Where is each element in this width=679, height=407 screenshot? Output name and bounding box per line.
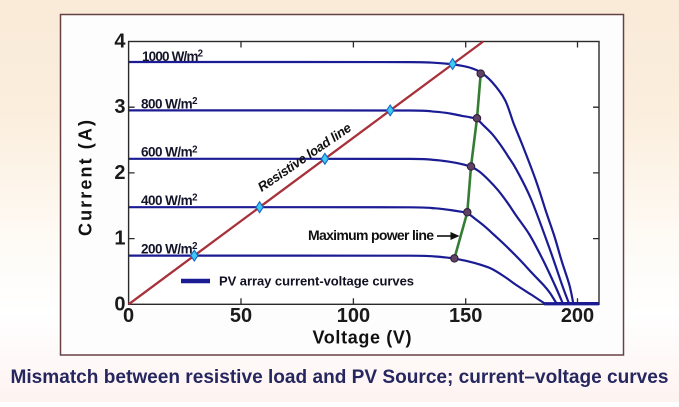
svg-text:200: 200 — [561, 305, 594, 327]
svg-text:PV array current-voltage curve: PV array current-voltage curves — [219, 274, 414, 289]
svg-text:200 W/m2: 200 W/m2 — [141, 241, 198, 256]
svg-text:0: 0 — [123, 305, 134, 327]
svg-text:150: 150 — [449, 305, 482, 327]
svg-text:600 W/m2: 600 W/m2 — [141, 144, 198, 159]
svg-text:Mismatch between resistive loa: Mismatch between resistive load and PV S… — [11, 366, 669, 388]
svg-text:100: 100 — [337, 305, 370, 327]
svg-text:0: 0 — [114, 293, 125, 315]
svg-text:Maximum power line: Maximum power line — [308, 227, 434, 243]
svg-text:4: 4 — [114, 31, 126, 53]
svg-text:3: 3 — [114, 96, 125, 118]
svg-text:Voltage (V): Voltage (V) — [313, 328, 412, 348]
svg-text:1: 1 — [114, 228, 125, 250]
svg-text:400 W/m2: 400 W/m2 — [141, 193, 198, 208]
svg-text:50: 50 — [230, 305, 252, 327]
svg-text:1000 W/m2: 1000 W/m2 — [142, 49, 203, 64]
svg-text:800 W/m2: 800 W/m2 — [141, 96, 198, 111]
svg-text:Current (A): Current (A) — [76, 120, 96, 236]
svg-text:2: 2 — [114, 162, 125, 184]
